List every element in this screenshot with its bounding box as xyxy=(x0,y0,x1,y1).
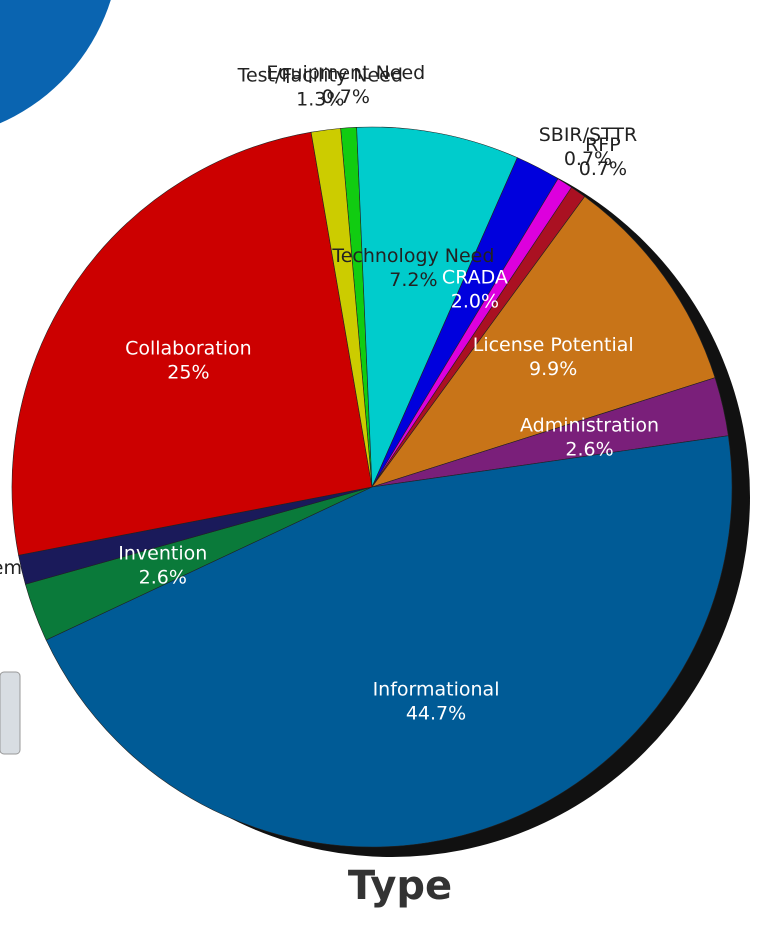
slice-label: em xyxy=(0,557,22,579)
slice-label: Administration xyxy=(520,415,659,437)
slice-label: Equipment Need xyxy=(266,62,425,84)
decor-box xyxy=(0,671,21,755)
slice-value-label: 7.2% xyxy=(389,269,437,291)
slice-value-label: 2.6% xyxy=(139,566,187,588)
slice-label: Test/Facility Need xyxy=(237,65,403,87)
slice-label: Technology Need xyxy=(331,245,494,267)
pie-slice xyxy=(310,128,373,488)
pie-slice xyxy=(356,126,518,488)
slice-label: Invention xyxy=(118,542,207,564)
pie-slice xyxy=(45,435,733,848)
pie-slice xyxy=(11,131,373,556)
slice-value-label: 25% xyxy=(167,362,209,384)
slice-value-label: 2.6% xyxy=(565,439,613,461)
slice-label: Collaboration xyxy=(125,338,252,360)
chart-title: Type xyxy=(348,863,452,909)
slice-value-label: 0.7% xyxy=(322,86,370,108)
decor-circle xyxy=(0,0,111,124)
slice-value-label: 9.9% xyxy=(529,358,577,380)
slice-value-label: 44.7% xyxy=(406,702,466,724)
slice-label: Informational xyxy=(373,678,500,700)
slice-value-label: 0.7% xyxy=(579,158,627,180)
slice-label: CRADA xyxy=(442,266,508,288)
slice-label: RFP xyxy=(585,134,621,156)
slices xyxy=(11,126,733,848)
slice-value-label: 1.3% xyxy=(296,89,344,111)
slice-label: License Potential xyxy=(473,334,634,356)
pie-slice xyxy=(371,196,716,488)
slice-value-label: 0.7% xyxy=(564,148,612,170)
slice-label: SBIR/STTR xyxy=(539,124,637,146)
slice-value-label: 2.0% xyxy=(451,290,499,312)
